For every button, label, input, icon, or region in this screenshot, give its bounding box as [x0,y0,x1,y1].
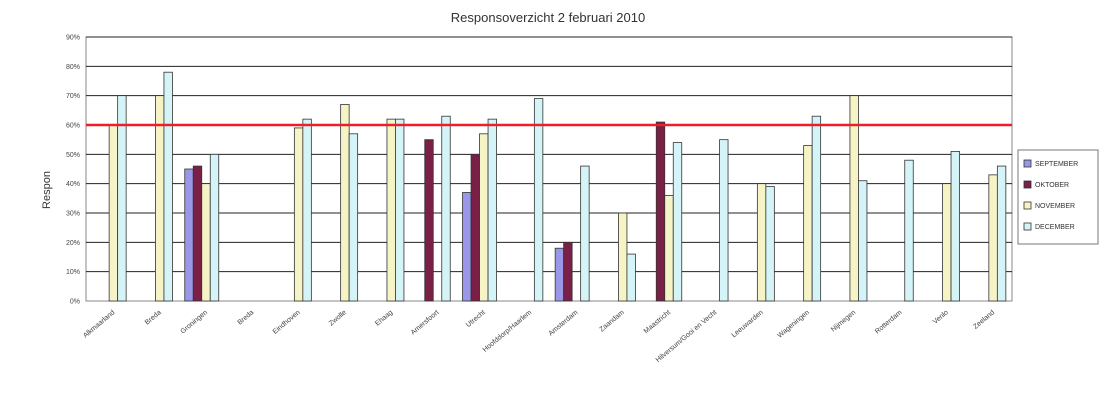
bar [580,165,590,302]
y-tick-label: 10% [66,269,80,276]
legend-swatch [1023,201,1032,210]
bar [904,159,914,302]
bar [117,95,127,302]
bar [554,247,565,302]
x-tick-label: Eindhoven [272,309,302,336]
y-tick-label: 60% [66,123,80,130]
legend-label: OKTOBER [1035,182,1069,189]
bar [996,165,1007,302]
x-tick-label: Breda [237,309,256,326]
x-tick-label: Breda [144,309,163,326]
legend-swatch [1023,159,1032,168]
bar [348,133,359,302]
chart-title: Responsoverzicht 2 februari 2010 [451,10,645,25]
bar [988,174,998,302]
bar [533,98,544,302]
bar [942,183,952,302]
bar [192,165,203,302]
bar [664,194,674,302]
x-tick-label: Alkmaarland [82,309,116,339]
bar [209,153,220,302]
x-tick-label: Zeeland [972,309,996,331]
bar [184,168,194,302]
bar [858,180,868,302]
bar [462,192,472,302]
x-tick-label: Amsterdam [548,309,580,337]
bar [626,253,636,302]
legend-swatch [1023,222,1032,231]
bar [302,118,312,302]
bar [340,104,350,302]
bar [470,153,480,302]
x-tick-label: Zwolle [328,309,348,327]
x-tick-label: Wageningen [777,309,811,340]
bar [765,186,775,302]
x-tick-label: Nijmegen [830,309,857,333]
bar [563,241,573,302]
x-tick-label: Groningen [179,309,209,335]
legend-label: SEPTEMBER [1035,161,1078,168]
y-tick-label: 40% [66,181,80,188]
bar [163,71,173,302]
y-tick-label: 20% [66,240,80,247]
bar [487,118,497,302]
x-tick-label: Rotterdam [874,309,904,335]
bar [719,139,729,302]
y-tick-label: 80% [66,64,80,71]
legend-swatch [1023,180,1032,189]
legend-label: NOVEMBER [1035,203,1075,210]
y-axis-label: Respon [41,171,53,209]
bar [672,142,683,302]
bar [803,145,813,302]
bar [811,115,822,302]
y-tick-label: 90% [66,35,80,42]
plot-area: 0% 10% 20% 30% 40% 50% 60% 70% 80% 90% Alkmaarland… [66,35,1013,364]
x-tick-label: Utrecht [465,309,487,329]
bar [618,212,628,302]
legend-label: DECEMBER [1035,224,1075,231]
x-tick-label: Maastricht [643,309,672,335]
bar [293,127,304,302]
bar [441,115,451,302]
x-tick-label: Amersfoort [410,309,441,336]
x-tick-label: Ehaag [374,309,394,327]
bar [386,118,396,302]
bar [424,139,434,302]
legend: SEPTEMBER OKTOBER NOVEMBER DECEMBER [1017,149,1099,245]
bar [479,133,489,302]
bar [756,183,767,302]
x-tick-label: Zaandam [599,309,626,333]
x-tick-label: Hoofddorp/Haarlem [482,309,533,354]
bar [655,121,666,302]
y-tick-label: 0% [70,299,80,306]
bar [108,124,119,302]
y-tick-label: 30% [66,211,80,218]
y-tick-label: 50% [66,152,80,159]
bar [950,150,960,302]
bar [201,183,211,302]
bar [155,95,165,302]
plot-border [85,36,1013,302]
x-tick-label: Leeuwarden [731,309,765,339]
bar [395,118,405,302]
bar [849,95,859,302]
y-tick-label: 70% [66,93,80,100]
x-tick-label: Venlo [932,309,950,326]
